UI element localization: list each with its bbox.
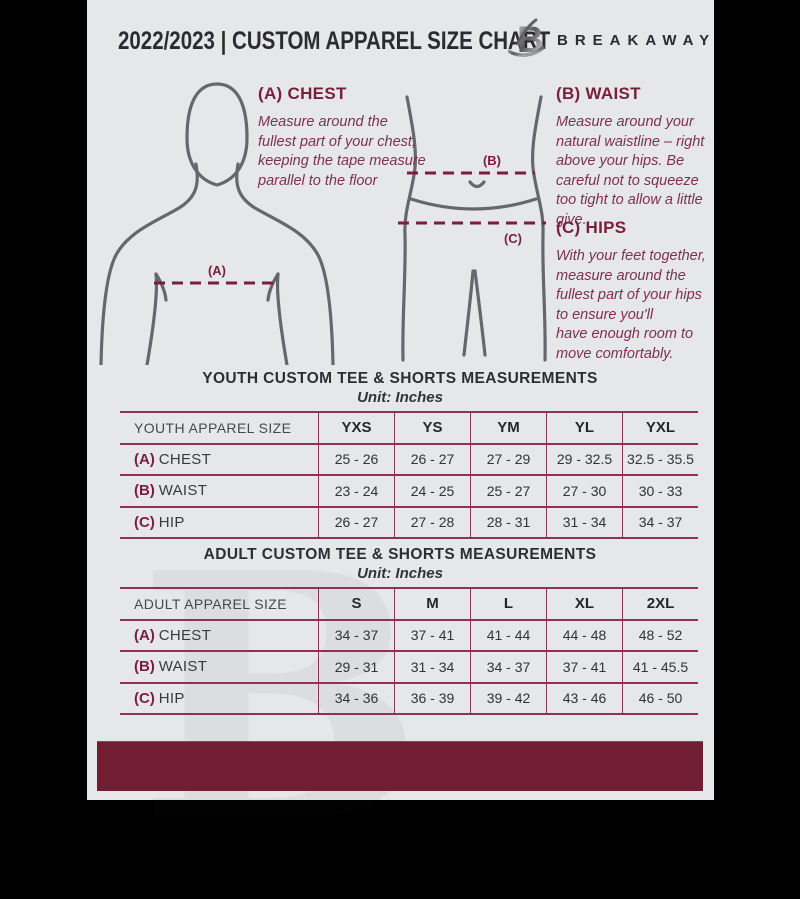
- size-cell: 41 - 45.5: [622, 651, 698, 684]
- youth-size-header-label: YOUTH APPAREL SIZE: [120, 411, 319, 445]
- torso-outline: [99, 82, 335, 365]
- size-cell: 29 - 31: [318, 651, 395, 684]
- page-content: 2022/2023 | CUSTOM APPAREL SIZE CHART B …: [87, 0, 714, 800]
- size-cell: 30 - 33: [622, 475, 698, 508]
- waist-marker-label: (B): [483, 153, 501, 168]
- row-label: HIP: [158, 513, 185, 531]
- hips-outline: [401, 95, 547, 362]
- waist-guide-block: (B) WAIST Measure around your natural wa…: [556, 84, 708, 230]
- youth-size-col-yxs: YXS: [318, 411, 395, 445]
- youth-section-title: YOUTH CUSTOM TEE & SHORTS MEASUREMENTS: [202, 370, 598, 387]
- adult-size-header-label: ADULT APPAREL SIZE: [120, 587, 319, 621]
- waist-hips-figure-illustration: (B) (C): [398, 95, 547, 362]
- adult-chest-row: (A) CHEST 34 - 37 37 - 41 41 - 44 44 - 4…: [120, 619, 698, 652]
- waist-guide-description: Measure around your natural waistline – …: [556, 114, 705, 228]
- youth-size-table: YOUTH APPAREL SIZE YXS YS YM YL YXL (A) …: [120, 411, 698, 539]
- size-cell: 31 - 34: [394, 651, 471, 684]
- youth-size-col-yxl: YXL: [622, 411, 698, 445]
- adult-hip-row: (C) HIP 34 - 36 36 - 39 39 - 42 43 - 46 …: [120, 682, 698, 715]
- waist-guide-heading: (B) WAIST: [556, 84, 641, 103]
- size-cell: 34 - 37: [470, 651, 547, 684]
- size-cell: 25 - 27: [470, 475, 547, 508]
- brand-name: BREAKAWAY: [557, 32, 717, 49]
- size-cell: 27 - 30: [546, 475, 623, 508]
- size-cell: 43 - 46: [546, 682, 623, 715]
- page-title: 2022/2023 | CUSTOM APPAREL SIZE CHART: [118, 27, 551, 55]
- row-prefix: (A): [134, 626, 155, 644]
- adult-size-table: ADULT APPAREL SIZE S M L XL 2XL (A) CHES…: [120, 587, 698, 715]
- size-cell: 48 - 52: [622, 619, 698, 652]
- adult-hip-row-label: (C) HIP: [120, 682, 319, 715]
- row-label: CHEST: [158, 626, 212, 644]
- size-cell: 37 - 41: [394, 619, 471, 652]
- chest-guide-description: Measure around the fullest part of your …: [258, 114, 426, 189]
- row-prefix: (A): [134, 450, 155, 468]
- size-chart-page: B 2022/2023 | CUSTOM APPAREL SIZE CHART …: [87, 0, 714, 870]
- chest-marker-label: (A): [208, 263, 226, 278]
- footer-accent-bar: [97, 741, 703, 791]
- youth-size-col-ys: YS: [394, 411, 471, 445]
- row-prefix: (C): [134, 513, 155, 531]
- size-cell: 28 - 31: [470, 506, 547, 539]
- size-cell: 34 - 36: [318, 682, 395, 715]
- size-cell: 32.5 - 35.5: [622, 443, 698, 476]
- row-label: CHEST: [158, 450, 212, 468]
- row-prefix: (C): [134, 689, 155, 707]
- adult-size-col-m: M: [394, 587, 471, 621]
- row-label: WAIST: [158, 482, 208, 500]
- chest-guide-block: (A) CHEST Measure around the fullest par…: [258, 84, 426, 191]
- youth-size-col-ym: YM: [470, 411, 547, 445]
- size-cell: 34 - 37: [318, 619, 395, 652]
- youth-waist-row: (B) WAIST 23 - 24 24 - 25 25 - 27 27 - 3…: [120, 475, 698, 508]
- breakaway-b-logo-icon: B: [508, 18, 545, 60]
- adult-size-col-2xl: 2XL: [622, 587, 698, 621]
- row-label: WAIST: [158, 658, 208, 676]
- hips-guide-description: With your feet together, measure around …: [556, 248, 706, 362]
- size-cell: 26 - 27: [318, 506, 395, 539]
- adult-size-col-l: L: [470, 587, 547, 621]
- youth-chest-row-label: (A) CHEST: [120, 443, 319, 476]
- adult-unit-line: Unit: Inches: [357, 565, 443, 582]
- adult-size-col-xl: XL: [546, 587, 623, 621]
- adult-chest-row-label: (A) CHEST: [120, 619, 319, 652]
- chest-figure-illustration: (A): [99, 82, 335, 365]
- size-cell: 29 - 32.5: [546, 443, 623, 476]
- youth-hip-row-label: (C) HIP: [120, 506, 319, 539]
- size-cell: 46 - 50: [622, 682, 698, 715]
- hips-marker-label: (C): [504, 231, 522, 246]
- youth-size-col-yl: YL: [546, 411, 623, 445]
- youth-hip-row: (C) HIP 26 - 27 27 - 28 28 - 31 31 - 34 …: [120, 506, 698, 539]
- chest-guide-heading: (A) CHEST: [258, 84, 347, 103]
- row-label: HIP: [158, 689, 185, 707]
- youth-waist-row-label: (B) WAIST: [120, 475, 319, 508]
- size-cell: 27 - 28: [394, 506, 471, 539]
- hips-guide-heading: (C) HIPS: [556, 218, 627, 237]
- youth-header-row: YOUTH APPAREL SIZE YXS YS YM YL YXL: [120, 411, 698, 445]
- hips-guide-block: (C) HIPS With your feet together, measur…: [556, 218, 714, 364]
- size-cell: 23 - 24: [318, 475, 395, 508]
- size-cell: 44 - 48: [546, 619, 623, 652]
- size-cell: 26 - 27: [394, 443, 471, 476]
- size-cell: 36 - 39: [394, 682, 471, 715]
- size-cell: 37 - 41: [546, 651, 623, 684]
- row-prefix: (B): [134, 658, 155, 676]
- adult-header-row: ADULT APPAREL SIZE S M L XL 2XL: [120, 587, 698, 621]
- youth-unit-line: Unit: Inches: [357, 389, 443, 406]
- size-cell: 31 - 34: [546, 506, 623, 539]
- size-cell: 25 - 26: [318, 443, 395, 476]
- size-cell: 41 - 44: [470, 619, 547, 652]
- adult-waist-row: (B) WAIST 29 - 31 31 - 34 34 - 37 37 - 4…: [120, 651, 698, 684]
- size-cell: 24 - 25: [394, 475, 471, 508]
- size-cell: 39 - 42: [470, 682, 547, 715]
- adult-waist-row-label: (B) WAIST: [120, 651, 319, 684]
- size-cell: 27 - 29: [470, 443, 547, 476]
- size-cell: 34 - 37: [622, 506, 698, 539]
- youth-chest-row: (A) CHEST 25 - 26 26 - 27 27 - 29 29 - 3…: [120, 443, 698, 476]
- row-prefix: (B): [134, 482, 155, 500]
- adult-size-col-s: S: [318, 587, 395, 621]
- adult-section-title: ADULT CUSTOM TEE & SHORTS MEASUREMENTS: [203, 546, 597, 563]
